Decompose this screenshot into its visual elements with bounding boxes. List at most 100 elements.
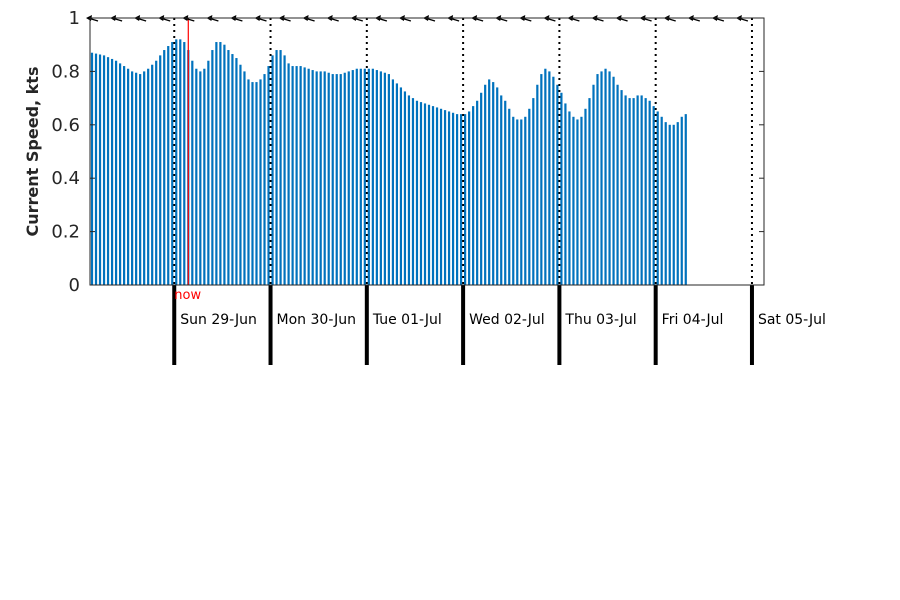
speed-bar — [548, 71, 551, 286]
speed-bar — [231, 54, 234, 285]
speed-bar — [596, 74, 599, 285]
speed-bar — [395, 83, 399, 285]
speed-bar — [612, 76, 615, 286]
speed-bar — [652, 106, 655, 285]
speed-bar — [375, 70, 378, 285]
speed-bar — [379, 71, 382, 286]
speed-bar — [267, 66, 270, 285]
speed-bar — [636, 95, 639, 286]
speed-bar — [135, 72, 138, 285]
speed-bar — [391, 79, 395, 285]
speed-bar — [247, 79, 250, 285]
speed-bar — [672, 124, 675, 285]
speed-bar — [179, 39, 182, 285]
speed-bar — [560, 92, 563, 285]
speed-bar — [195, 68, 198, 285]
y-tick-label: 1 — [69, 8, 80, 29]
speed-bar — [151, 64, 154, 285]
speed-bar — [504, 100, 507, 286]
speed-bar — [207, 60, 210, 285]
speed-bar — [159, 55, 162, 285]
speed-bar — [319, 71, 322, 286]
speed-bar — [123, 66, 126, 285]
speed-bar — [183, 42, 186, 285]
speed-bar — [307, 68, 310, 285]
speed-bar — [339, 74, 342, 285]
speed-bar — [275, 50, 278, 285]
speed-bar — [223, 44, 226, 286]
speed-bar — [632, 98, 635, 285]
speed-bar — [243, 71, 246, 286]
speed-bar — [684, 114, 687, 286]
speed-bar — [359, 68, 362, 285]
speed-bar — [175, 39, 178, 285]
speed-bar — [480, 92, 483, 285]
speed-bar — [403, 91, 407, 286]
speed-bar — [287, 63, 290, 285]
speed-bar — [255, 82, 258, 285]
plot-frame — [89, 17, 765, 286]
speed-bar — [143, 71, 146, 286]
speed-bar — [508, 108, 511, 285]
speed-bar — [492, 82, 495, 285]
y-tick-label: 0.4 — [51, 168, 80, 189]
speed-bar — [219, 42, 222, 285]
speed-bar — [367, 68, 370, 285]
speed-bar — [568, 111, 571, 285]
speed-bar — [98, 54, 102, 285]
speed-bar — [600, 71, 603, 286]
speed-bar — [171, 42, 174, 285]
speed-bar — [251, 82, 254, 285]
speed-bar — [464, 114, 467, 286]
speed-bar — [163, 50, 166, 285]
day-label: Sat 05-Jul — [758, 312, 826, 328]
speed-bar — [564, 103, 567, 285]
speed-bar — [640, 95, 643, 286]
speed-bar — [343, 72, 346, 285]
day-label: Thu 03-Jul — [564, 312, 636, 328]
day-labels: Sun 29-Jun Mon 30-Jun Tue 01-Jul Wed 02-Jul… — [180, 312, 826, 328]
speed-bar — [263, 74, 266, 285]
day-label: Mon 30-Jun — [277, 312, 357, 328]
speed-bar — [323, 71, 326, 286]
speed-bar — [235, 58, 238, 285]
speed-bar — [431, 106, 435, 285]
speed-bar — [315, 71, 318, 286]
speed-bar — [588, 98, 591, 285]
speed-bar — [239, 64, 242, 285]
speed-bar — [628, 98, 631, 285]
speed-bar — [676, 122, 679, 285]
speed-bar — [532, 98, 535, 285]
speed-bar — [648, 100, 651, 286]
speed-bar — [114, 60, 118, 285]
speed-bar — [644, 98, 647, 285]
day-label: Sun 29-Jun — [180, 312, 257, 328]
speed-bar — [303, 67, 306, 286]
speed-bar — [572, 116, 575, 285]
speed-bar — [387, 74, 390, 285]
speed-bar — [415, 100, 419, 286]
speed-bar — [664, 122, 667, 285]
speed-bar — [516, 119, 519, 286]
speed-bar — [536, 84, 539, 285]
speed-bar — [127, 68, 130, 285]
speed-bar — [520, 119, 523, 286]
speed-bar — [147, 68, 150, 285]
speed-bar — [299, 66, 302, 285]
speed-bar — [576, 119, 579, 286]
speed-bar — [668, 124, 671, 285]
speed-bar — [211, 50, 214, 285]
bars-layer — [90, 39, 687, 286]
speed-bar — [259, 79, 262, 285]
speed-bar — [335, 74, 338, 285]
speed-bar — [512, 116, 515, 285]
speed-bar — [199, 71, 202, 286]
speed-bar — [155, 60, 158, 285]
speed-bar — [439, 108, 443, 285]
speed-bar — [544, 68, 547, 285]
speed-bar — [331, 74, 334, 285]
speed-bar — [488, 79, 491, 285]
speed-bar — [423, 103, 427, 285]
speed-bar — [94, 53, 98, 285]
speed-bar — [528, 108, 531, 285]
